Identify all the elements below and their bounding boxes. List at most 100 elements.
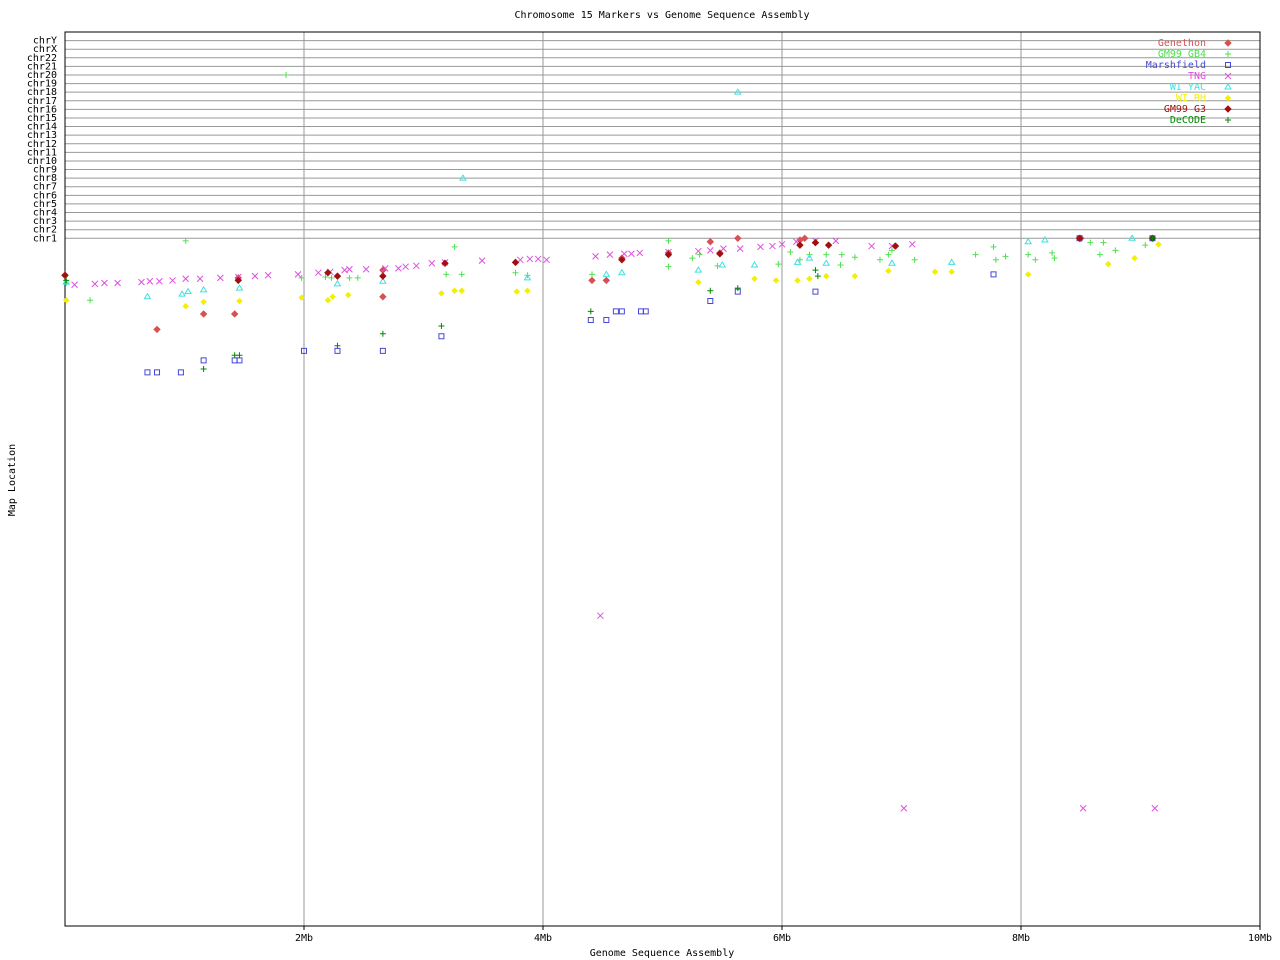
data-point bbox=[543, 256, 550, 264]
data-point bbox=[379, 272, 387, 280]
data-point bbox=[617, 268, 626, 276]
data-point bbox=[346, 265, 353, 273]
data-point bbox=[736, 245, 744, 252]
y-tick-label: chr4 bbox=[33, 208, 57, 219]
y-tick-label: chr11 bbox=[27, 147, 57, 158]
data-point bbox=[793, 258, 802, 265]
y-tick-label: chr9 bbox=[33, 165, 57, 176]
data-point bbox=[379, 330, 386, 337]
legend-label: WI RH bbox=[1176, 93, 1206, 104]
data-point bbox=[1100, 239, 1107, 246]
legend-label: Genethon bbox=[1158, 38, 1206, 49]
data-point bbox=[734, 234, 742, 243]
data-point bbox=[513, 288, 520, 295]
x-tick-label: 10Mb bbox=[1248, 933, 1272, 944]
data-point bbox=[71, 281, 78, 289]
data-point bbox=[757, 243, 764, 251]
data-point bbox=[438, 322, 445, 329]
legend-marker bbox=[1224, 83, 1232, 90]
data-point bbox=[1024, 237, 1033, 245]
data-point bbox=[665, 263, 672, 270]
data-point bbox=[378, 277, 387, 284]
data-point bbox=[694, 247, 702, 255]
legend-label: GM99 GB4 bbox=[1158, 49, 1206, 60]
data-point bbox=[588, 276, 596, 285]
data-point bbox=[716, 250, 724, 258]
data-point bbox=[908, 240, 916, 248]
legend-marker bbox=[1225, 62, 1231, 68]
data-point bbox=[1142, 242, 1149, 249]
data-point bbox=[1151, 804, 1159, 812]
y-tick-label: chr1 bbox=[33, 233, 57, 244]
data-point bbox=[800, 234, 809, 243]
data-point bbox=[814, 273, 821, 280]
data-point bbox=[182, 303, 189, 310]
y-tick-label: chr18 bbox=[27, 87, 57, 98]
data-point bbox=[298, 294, 305, 301]
data-point bbox=[101, 279, 108, 287]
data-point bbox=[824, 241, 833, 249]
y-tick-label: chr21 bbox=[27, 61, 57, 72]
data-point bbox=[1032, 256, 1039, 263]
y-tick-label: chr6 bbox=[33, 190, 57, 201]
data-point bbox=[294, 271, 302, 278]
data-point bbox=[606, 251, 614, 258]
data-point bbox=[379, 347, 386, 354]
data-point bbox=[156, 277, 163, 285]
data-point bbox=[322, 273, 329, 280]
data-point bbox=[1041, 236, 1049, 243]
data-point bbox=[787, 249, 794, 256]
data-point bbox=[526, 255, 534, 263]
x-tick-label: 2Mb bbox=[295, 933, 313, 944]
y-tick-label: chr19 bbox=[27, 79, 57, 90]
data-point bbox=[402, 263, 409, 271]
y-tick-label: chr5 bbox=[33, 199, 57, 210]
y-tick-label: chr17 bbox=[27, 96, 57, 107]
data-point bbox=[62, 278, 71, 285]
legend-label: Marshfield bbox=[1146, 60, 1206, 71]
data-point bbox=[184, 287, 192, 295]
y-tick-label: chr15 bbox=[27, 113, 57, 124]
data-point bbox=[990, 271, 997, 278]
data-point bbox=[1075, 234, 1084, 243]
legend-marker bbox=[1224, 94, 1232, 102]
data-point bbox=[314, 269, 322, 277]
data-point bbox=[182, 237, 189, 244]
data-point bbox=[459, 174, 467, 181]
data-point bbox=[200, 357, 207, 364]
data-point bbox=[345, 291, 352, 299]
data-point bbox=[597, 612, 604, 620]
data-point bbox=[379, 293, 387, 301]
x-tick-label: 4Mb bbox=[534, 933, 552, 944]
data-point bbox=[91, 280, 99, 288]
data-point bbox=[751, 275, 758, 282]
y-tick-label: chr14 bbox=[27, 122, 57, 133]
data-point bbox=[1131, 254, 1138, 262]
data-point bbox=[806, 275, 813, 282]
y-tick-label: chrX bbox=[33, 44, 57, 55]
data-point bbox=[602, 276, 611, 285]
chart-title: Chromosome 15 Markers vs Genome Sequence… bbox=[514, 10, 809, 21]
data-point bbox=[114, 279, 121, 287]
data-point bbox=[329, 293, 336, 300]
y-tick-label: chr20 bbox=[27, 70, 57, 81]
data-point bbox=[972, 251, 979, 258]
data-point bbox=[298, 274, 305, 281]
data-point bbox=[689, 255, 696, 262]
data-point bbox=[333, 272, 342, 280]
x-tick-label: 8Mb bbox=[1012, 933, 1030, 944]
data-point bbox=[438, 333, 445, 340]
data-point bbox=[772, 277, 780, 284]
data-point bbox=[230, 310, 239, 318]
legend-marker bbox=[1224, 105, 1232, 113]
data-point bbox=[1002, 253, 1009, 260]
data-point bbox=[182, 275, 190, 283]
data-point bbox=[587, 308, 594, 315]
data-point bbox=[144, 369, 151, 376]
data-point bbox=[478, 257, 486, 265]
data-point bbox=[87, 297, 94, 304]
data-point bbox=[236, 297, 243, 305]
data-point bbox=[1105, 260, 1112, 268]
